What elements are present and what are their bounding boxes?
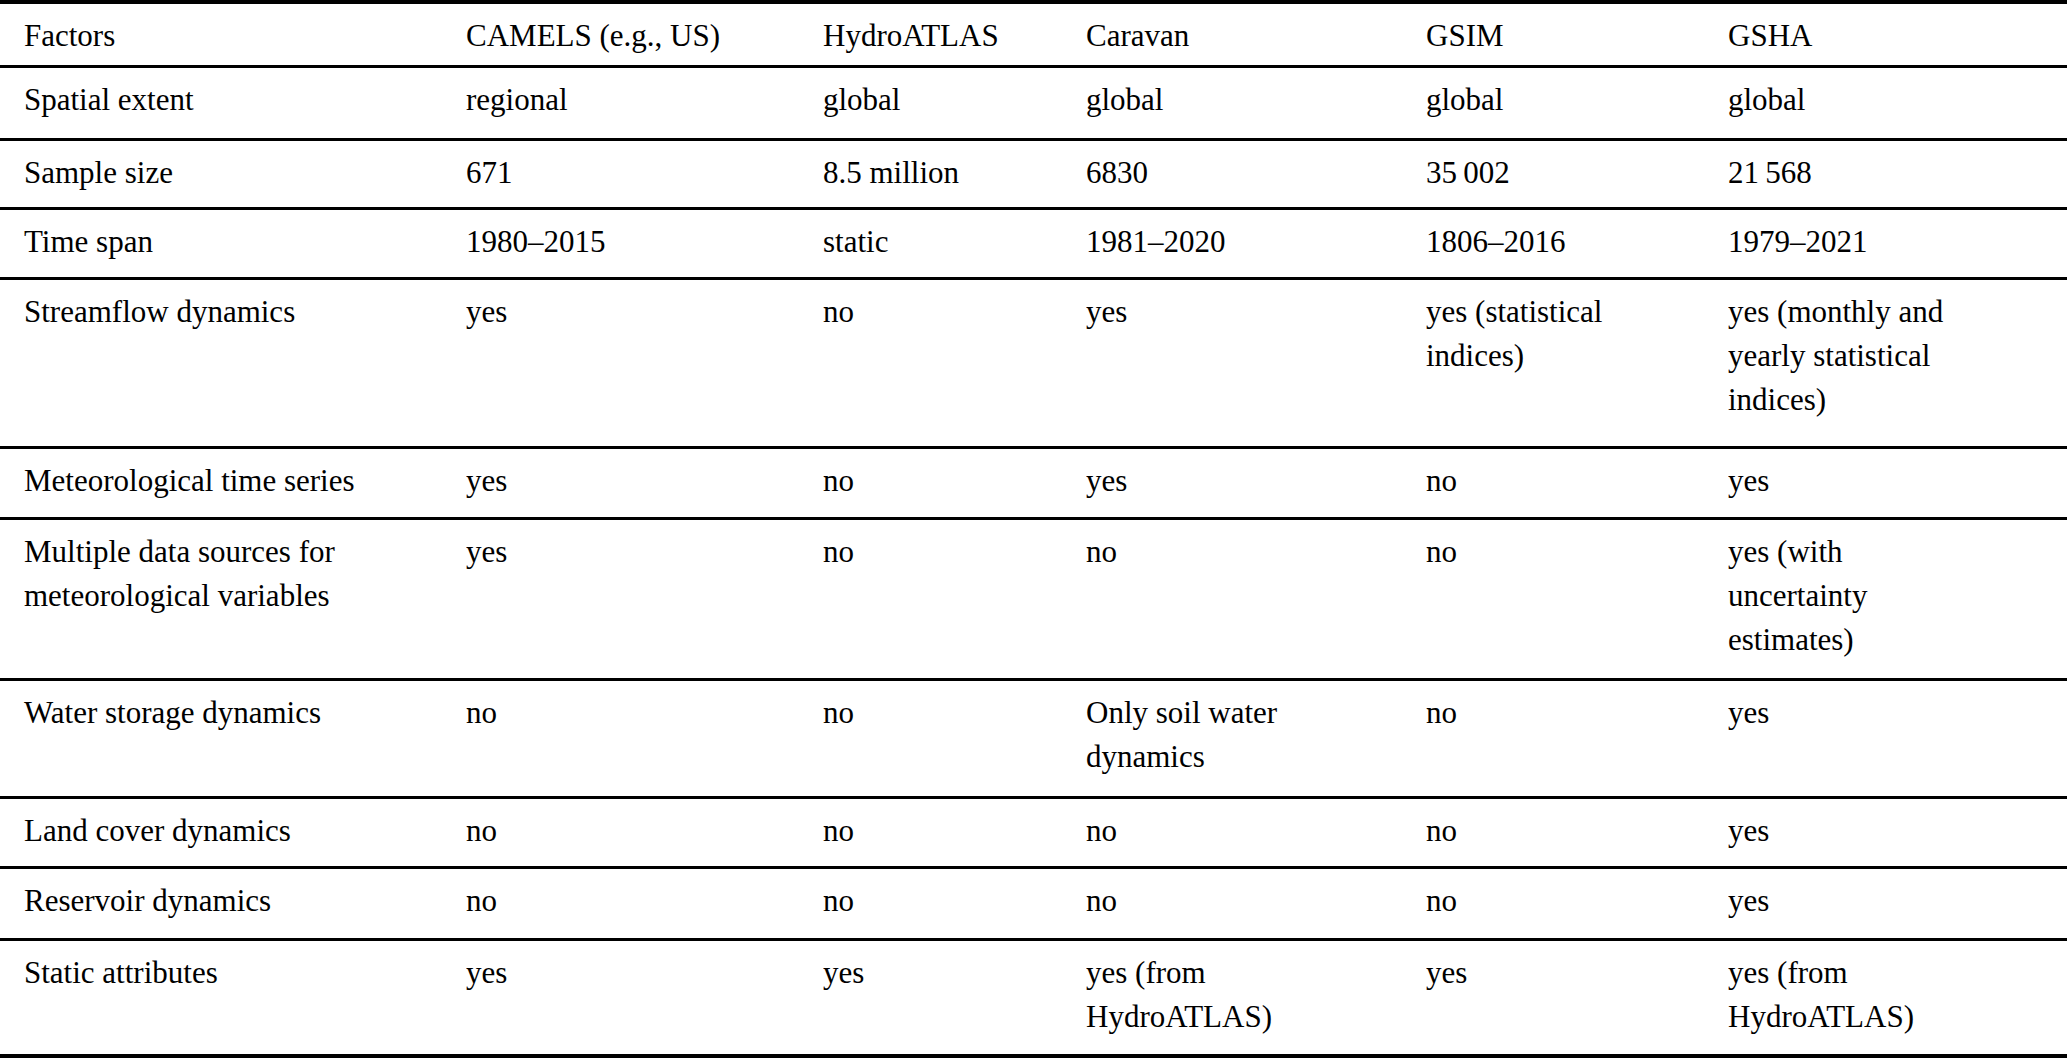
- row-factor: Sample size: [0, 140, 466, 209]
- table-cell: 1981–2020: [1086, 209, 1426, 278]
- table-cell: yes: [823, 940, 1086, 1056]
- table-cell: no: [1426, 519, 1728, 680]
- table-cell: 1979–2021: [1728, 209, 2067, 278]
- table-cell: 21 568: [1728, 140, 2067, 209]
- table-cell: no: [823, 447, 1086, 518]
- table-cell: no: [1086, 867, 1426, 939]
- table-row-meteorological-time-series: Meteorological time series yes no yes no…: [0, 447, 2067, 518]
- table-cell: no: [1086, 797, 1426, 867]
- table-cell: yes: [1728, 797, 2067, 867]
- table-row-multiple-data-sources: Multiple data sources for meteorological…: [0, 519, 2067, 680]
- row-factor: Static attributes: [0, 940, 466, 1056]
- table-cell: regional: [466, 66, 823, 140]
- row-factor: Streamflow dynamics: [0, 278, 466, 447]
- table-cell: yes: [466, 278, 823, 447]
- table-row-streamflow-dynamics: Streamflow dynamics yes no yes yes (stat…: [0, 278, 2067, 447]
- table-cell: 671: [466, 140, 823, 209]
- column-header-gsim: GSIM: [1426, 2, 1728, 66]
- row-factor: Multiple data sources for meteorological…: [0, 519, 466, 680]
- table-cell: yes: [1086, 447, 1426, 518]
- table-cell: yes: [1728, 447, 2067, 518]
- row-factor: Reservoir dynamics: [0, 867, 466, 939]
- table-cell: yes: [1426, 940, 1728, 1056]
- table-cell: 6830: [1086, 140, 1426, 209]
- table-cell: yes (statistical indices): [1426, 278, 1728, 447]
- table-cell: 1980–2015: [466, 209, 823, 278]
- table-cell: Only soil water dynamics: [1086, 679, 1426, 797]
- table-cell: no: [1426, 447, 1728, 518]
- table-row-static-attributes: Static attributes yes yes yes (from Hydr…: [0, 940, 2067, 1056]
- row-factor: Meteorological time series: [0, 447, 466, 518]
- table-cell: global: [1426, 66, 1728, 140]
- table-cell: 8.5 million: [823, 140, 1086, 209]
- table-row-spatial-extent: Spatial extent regional global global gl…: [0, 66, 2067, 140]
- table-row-time-span: Time span 1980–2015 static 1981–2020 180…: [0, 209, 2067, 278]
- table-cell: yes (monthly and yearly statistical indi…: [1728, 278, 2067, 447]
- table-cell: no: [823, 797, 1086, 867]
- table-cell: 1806–2016: [1426, 209, 1728, 278]
- column-header-camels: CAMELS (e.g., US): [466, 2, 823, 66]
- table-cell: no: [466, 867, 823, 939]
- table-row-water-storage-dynamics: Water storage dynamics no no Only soil w…: [0, 679, 2067, 797]
- row-factor: Water storage dynamics: [0, 679, 466, 797]
- table-cell: no: [1426, 797, 1728, 867]
- table-cell: global: [1728, 66, 2067, 140]
- table-cell: no: [1426, 679, 1728, 797]
- column-header-factors: Factors: [0, 2, 466, 66]
- table-cell: no: [823, 278, 1086, 447]
- table-cell: global: [1086, 66, 1426, 140]
- table-cell: no: [823, 679, 1086, 797]
- row-factor: Land cover dynamics: [0, 797, 466, 867]
- table-cell: yes (with uncertainty estimates): [1728, 519, 2067, 680]
- table-cell: yes: [1086, 278, 1426, 447]
- table-cell: yes: [1728, 867, 2067, 939]
- header-row: Factors CAMELS (e.g., US) HydroATLAS Car…: [0, 2, 2067, 66]
- table-cell: yes: [466, 940, 823, 1056]
- table-cell: no: [1426, 867, 1728, 939]
- table-row-reservoir-dynamics: Reservoir dynamics no no no no yes: [0, 867, 2067, 939]
- table-cell: yes: [466, 447, 823, 518]
- table-cell: yes (from HydroATLAS): [1728, 940, 2067, 1056]
- table-cell: no: [823, 867, 1086, 939]
- column-header-gsha: GSHA: [1728, 2, 2067, 66]
- table-cell: no: [1086, 519, 1426, 680]
- table-cell: yes: [1728, 679, 2067, 797]
- column-header-caravan: Caravan: [1086, 2, 1426, 66]
- table-cell: 35 002: [1426, 140, 1728, 209]
- table-cell: no: [466, 679, 823, 797]
- table-row-sample-size: Sample size 671 8.5 million 6830 35 002 …: [0, 140, 2067, 209]
- table-cell: no: [466, 797, 823, 867]
- table-cell: no: [823, 519, 1086, 680]
- table-cell: global: [823, 66, 1086, 140]
- row-factor: Time span: [0, 209, 466, 278]
- row-factor: Spatial extent: [0, 66, 466, 140]
- column-header-hydroatlas: HydroATLAS: [823, 2, 1086, 66]
- table-row-land-cover-dynamics: Land cover dynamics no no no no yes: [0, 797, 2067, 867]
- table-cell: static: [823, 209, 1086, 278]
- dataset-comparison-table: Factors CAMELS (e.g., US) HydroATLAS Car…: [0, 0, 2067, 1058]
- table-cell: yes: [466, 519, 823, 680]
- table-cell: yes (from HydroATLAS): [1086, 940, 1426, 1056]
